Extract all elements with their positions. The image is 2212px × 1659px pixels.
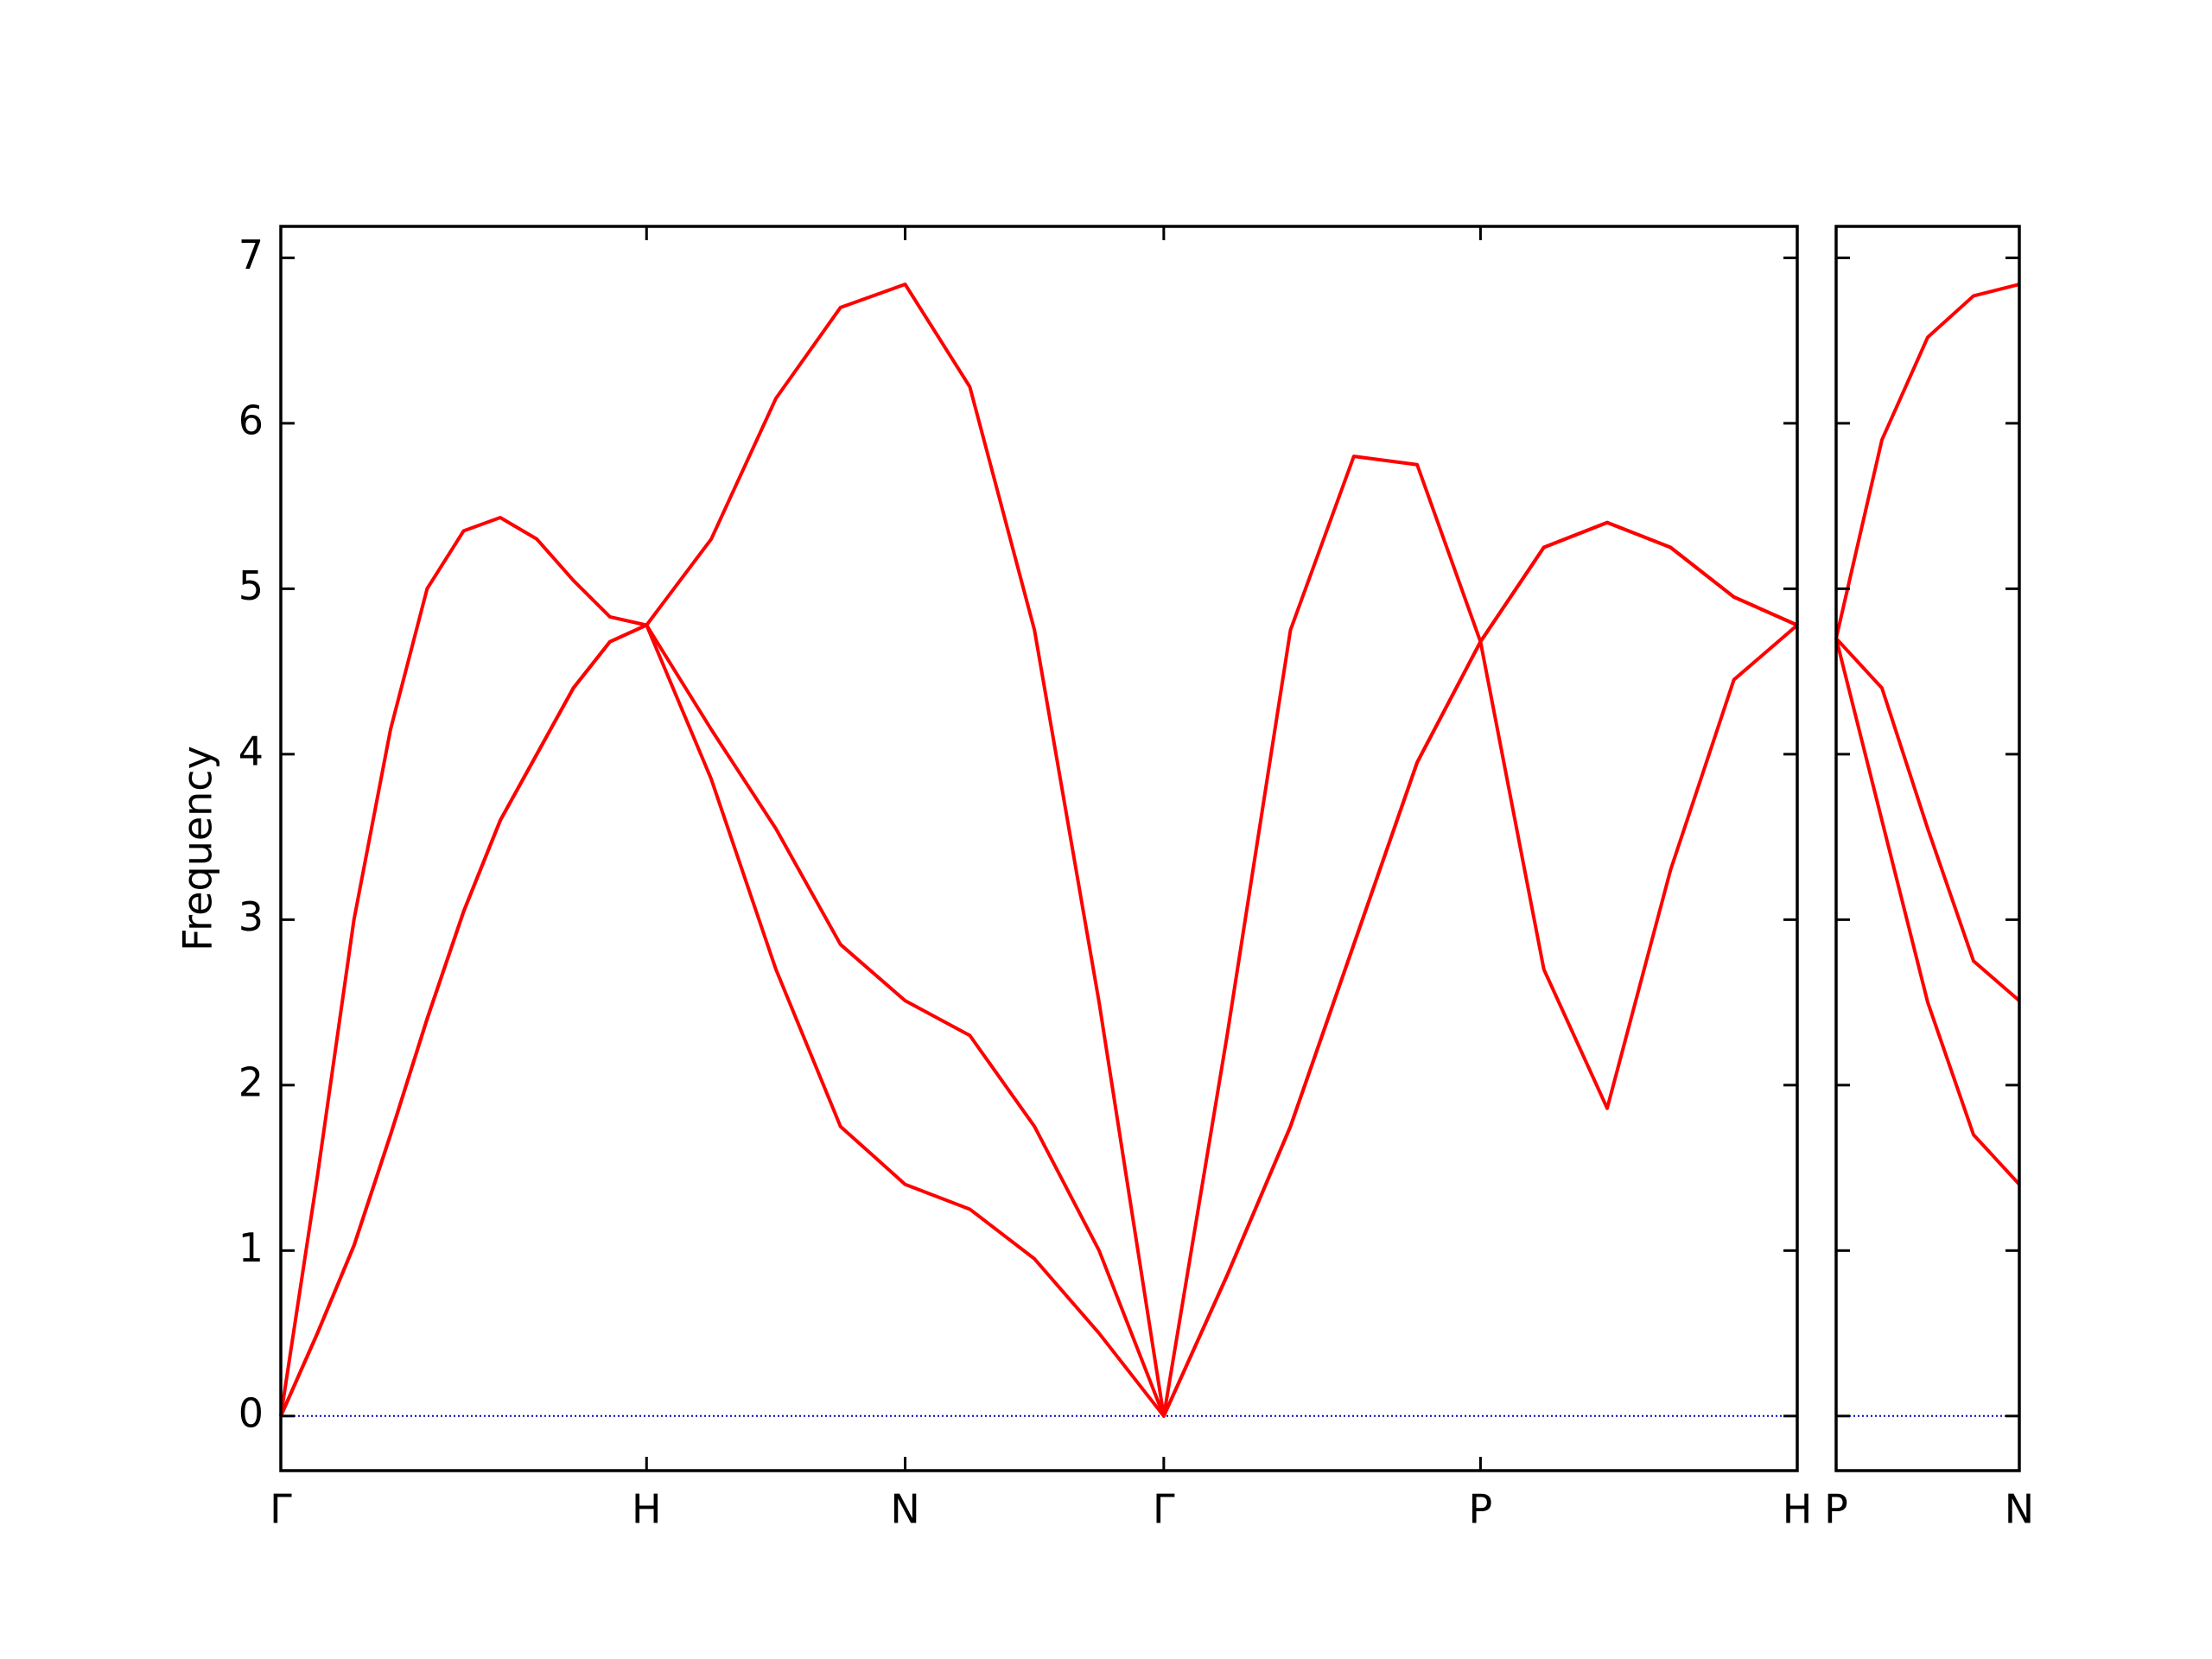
- y-tick-label: 4: [238, 728, 264, 774]
- x-tick-label: Γ: [270, 1486, 292, 1533]
- band-line: [279, 283, 1798, 1418]
- band-line: [1834, 638, 2021, 1186]
- plot-frame: [279, 225, 1799, 1472]
- x-tick-label: Γ: [1153, 1486, 1175, 1533]
- band-line: [1834, 637, 2021, 1002]
- x-tick-label: H: [632, 1486, 662, 1533]
- y-tick-label: 6: [238, 397, 264, 443]
- x-tick-label: P: [1469, 1486, 1493, 1533]
- x-tick-label: H: [1783, 1486, 1813, 1533]
- x-tick-label: N: [2005, 1486, 2034, 1533]
- y-tick-label: 3: [238, 893, 264, 940]
- y-tick-label: 5: [238, 563, 264, 609]
- y-tick-label: 7: [238, 232, 264, 278]
- y-tick-label: 2: [238, 1058, 264, 1105]
- band-line: [1834, 283, 2020, 639]
- y-axis-label: Frequency: [175, 746, 221, 951]
- x-tick-label: P: [1824, 1486, 1848, 1533]
- y-tick-label: 1: [238, 1224, 264, 1271]
- y-tick-label: 0: [238, 1389, 264, 1436]
- plot-frame: [1834, 225, 2021, 1472]
- x-tick-label: N: [890, 1486, 919, 1533]
